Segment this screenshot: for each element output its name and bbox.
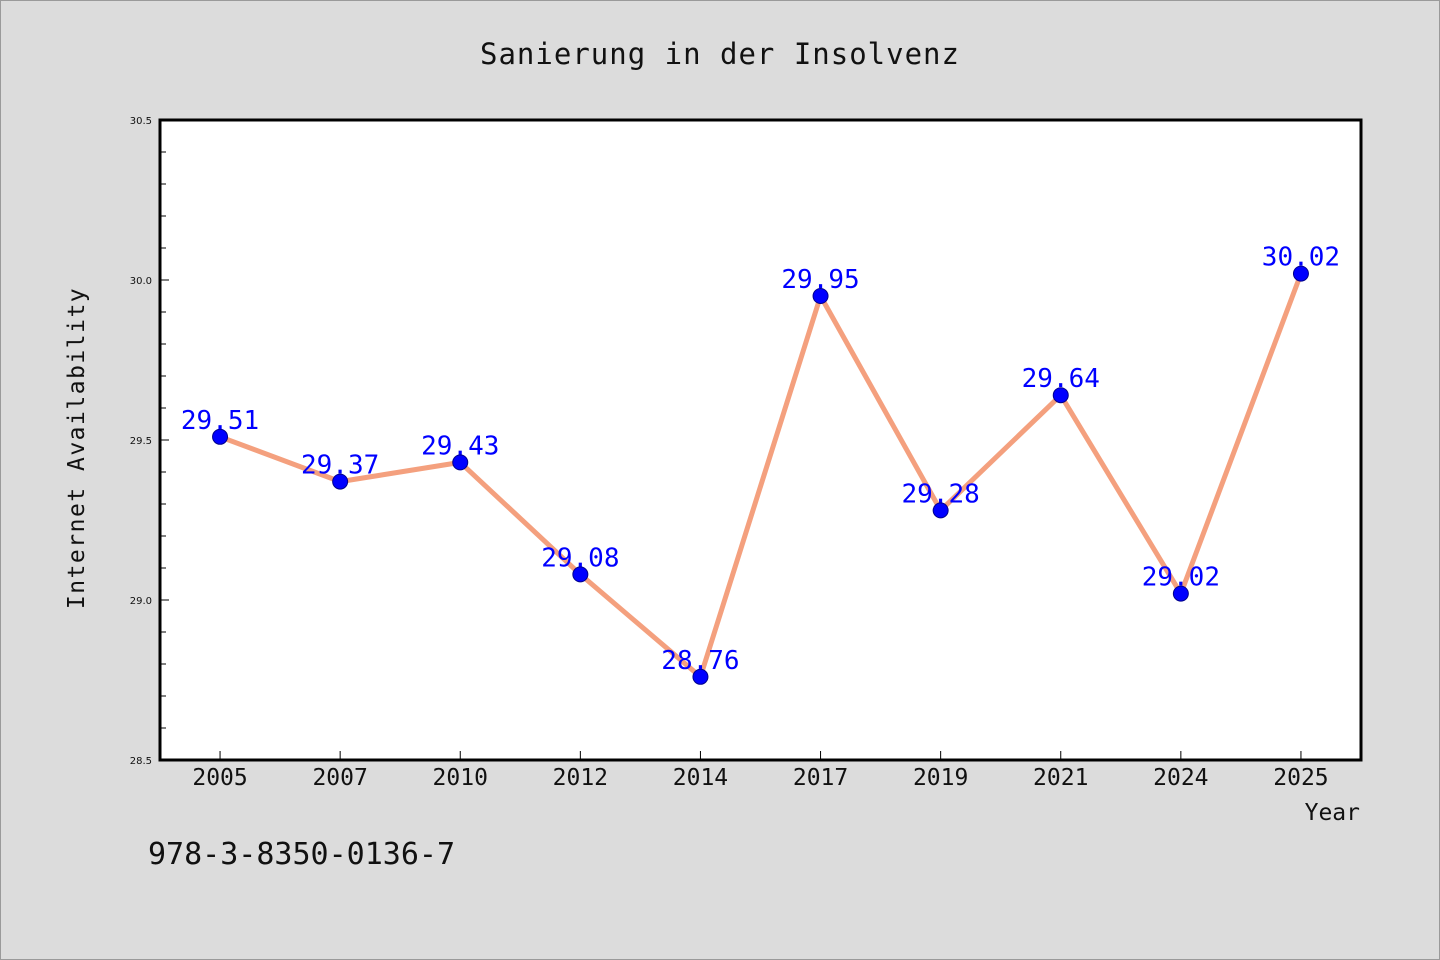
x-tick-label: 2014: [673, 765, 728, 791]
x-axis-title: Year: [1305, 800, 1360, 826]
x-tick-label: 2021: [1033, 765, 1088, 791]
x-tick-label: 2025: [1273, 765, 1328, 791]
isbn-text: 978-3-8350-0136-7: [148, 837, 455, 872]
data-point: [932, 502, 949, 519]
data-label: 28.76: [661, 646, 739, 676]
data-label: 29.51: [181, 406, 259, 436]
y-tick-label: 30.5: [130, 116, 152, 127]
series-line-group: [217, 271, 1304, 680]
data-point: [572, 566, 589, 583]
x-tick-label: 2012: [553, 765, 608, 791]
data-label: 29.43: [421, 431, 499, 461]
data-point: [212, 428, 229, 445]
data-point: [332, 473, 349, 490]
data-label: 30.02: [1262, 243, 1340, 273]
x-tick-label: 2007: [312, 765, 367, 791]
plot-area: [160, 120, 1361, 760]
data-label: 29.37: [301, 451, 379, 481]
y-axis-title: Internet Availability: [64, 287, 90, 609]
data-label: 29.28: [902, 479, 980, 509]
y-tick-label: 30.0: [130, 276, 152, 287]
x-tick-label: 2010: [433, 765, 488, 791]
series-line: [217, 271, 1304, 680]
data-label: 29.08: [541, 543, 619, 573]
x-axis: 2005 2007 2010 2012 2014 2017 2019 2021 2024 2025: [192, 751, 1329, 791]
x-tick-label: 2017: [793, 765, 848, 791]
data-point: [1052, 387, 1069, 404]
data-label: 29.64: [1022, 364, 1100, 394]
data-point: [1292, 265, 1309, 282]
y-tick-label: 29.0: [130, 596, 152, 607]
data-point: [1172, 585, 1189, 602]
y-tick-label: 29.5: [130, 436, 152, 447]
plot-border: [158, 118, 1363, 762]
chart-title: Sanierung in der Insolvenz: [480, 37, 960, 71]
data-point: [692, 668, 709, 685]
y-tick-label: 28.5: [130, 756, 152, 767]
data-labels: 29.51 29.37 29.43 29.08 28.76 29.95 29.28 29.64…: [181, 243, 1340, 676]
x-tick-label: 2019: [913, 765, 968, 791]
x-tick-label: 2024: [1153, 765, 1208, 791]
x-tick-label: 2005: [192, 765, 247, 791]
data-label: 29.95: [781, 265, 859, 295]
data-label: 29.02: [1142, 563, 1220, 593]
data-point: [812, 288, 829, 304]
data-point: [452, 454, 469, 471]
series-markers: [212, 265, 1309, 685]
